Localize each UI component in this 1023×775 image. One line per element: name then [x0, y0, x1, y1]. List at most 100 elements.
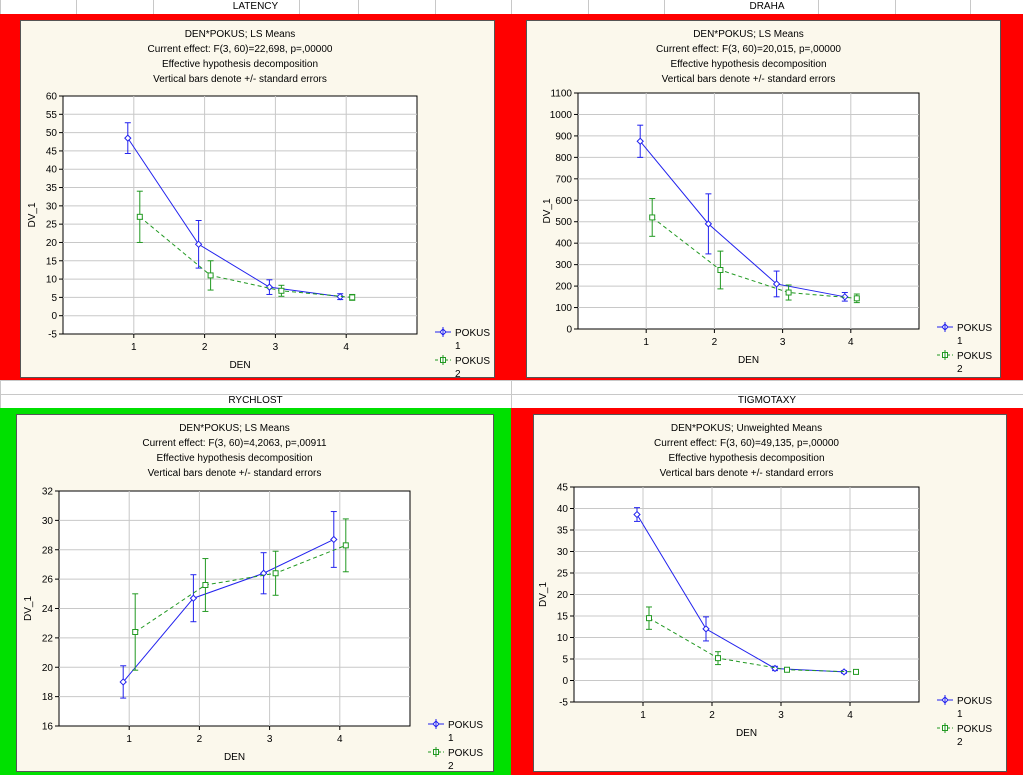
chart-title-line: Vertical bars denote +/- standard errors — [660, 468, 834, 479]
chart-svg: DEN*POKUS; Unweighted Means Current effec… — [538, 423, 992, 748]
data-point[interactable] — [207, 272, 214, 279]
x-axis-label: DEN — [738, 355, 759, 366]
data-point[interactable] — [853, 295, 860, 302]
data-point[interactable] — [646, 615, 652, 622]
data-point[interactable] — [259, 569, 268, 577]
data-point[interactable] — [636, 137, 644, 145]
data-point[interactable] — [265, 283, 274, 291]
chart-tigmotaxy[interactable]: DEN*POKUS; Unweighted Means Current effec… — [533, 414, 1007, 772]
x-tick-label: 3 — [778, 710, 784, 721]
chart-title-line: Vertical bars denote +/- standard errors — [662, 74, 836, 85]
y-tick-label: 1100 — [550, 89, 572, 100]
plot-area — [62, 95, 418, 335]
y-tick-label: 1000 — [550, 110, 573, 121]
y-tick-label: 40 — [46, 165, 58, 176]
y-axis-label: DV_1 — [27, 202, 38, 227]
data-point[interactable] — [342, 542, 349, 549]
chart-title-line: DEN*POKUS; LS Means — [179, 423, 290, 434]
y-tick-label: 700 — [555, 174, 572, 185]
y-tick-label: 45 — [46, 146, 58, 157]
x-tick-label: 4 — [337, 734, 343, 745]
y-tick-label: 300 — [555, 260, 572, 271]
data-point[interactable] — [124, 134, 132, 142]
data-point[interactable] — [784, 666, 790, 673]
chart-title-line: Vertical bars denote +/- standard errors — [148, 468, 322, 479]
y-tick-label: 0 — [51, 311, 57, 322]
legend-label-index: 1 — [957, 336, 963, 347]
data-point[interactable] — [202, 582, 209, 588]
chart-draha[interactable]: DEN*POKUS; LS Means Current effect: F(3, … — [526, 20, 1001, 378]
chart-title-line: Effective hypothesis decomposition — [668, 453, 824, 464]
data-point[interactable] — [633, 510, 641, 519]
chart-latency[interactable]: DEN*POKUS; LS Means Current effect: F(3, … — [20, 20, 495, 378]
chart-title-line: Current effect: F(3, 60)=4,2063, p=,0091… — [142, 438, 327, 449]
legend-label: POKUS — [448, 720, 483, 731]
legend-label: POKUS — [957, 323, 992, 334]
chart-svg: DEN*POKUS; LS Means Current effect: F(3, … — [23, 423, 483, 771]
y-axis-label: DV_1 — [538, 582, 549, 607]
series-line-2 — [134, 544, 346, 633]
chart-title-line: DEN*POKUS; LS Means — [185, 29, 296, 40]
header-latency[interactable]: LATENCY — [232, 1, 279, 12]
chart-title-line: DEN*POKUS; LS Means — [693, 29, 804, 40]
data-point[interactable] — [336, 292, 344, 301]
y-tick-label: 18 — [42, 692, 54, 703]
y-tick-label: 100 — [555, 303, 572, 314]
header-draha[interactable]: DRAHA — [749, 1, 785, 12]
y-tick-label: 500 — [555, 217, 572, 228]
y-tick-label: 26 — [42, 575, 54, 586]
legend-label: POKUS — [455, 356, 490, 367]
data-point[interactable] — [272, 570, 279, 577]
data-point[interactable] — [189, 594, 198, 602]
y-axis-label: DV_1 — [23, 596, 34, 621]
legend-label-index: 2 — [957, 737, 963, 748]
y-tick-label: 28 — [42, 545, 54, 556]
y-tick-label: 35 — [46, 183, 58, 194]
y-tick-label: 10 — [46, 275, 58, 286]
chart-title-line: Current effect: F(3, 60)=49,135, p=,0000… — [654, 438, 839, 449]
data-point[interactable] — [132, 629, 139, 635]
header-tigmotaxy[interactable]: TIGMOTAXY — [737, 395, 797, 406]
chart-svg: DEN*POKUS; LS Means Current effect: F(3, … — [27, 29, 490, 377]
y-tick-label: 22 — [42, 633, 54, 644]
y-tick-label: 50 — [46, 128, 58, 139]
data-point[interactable] — [853, 668, 859, 675]
y-tick-label: 800 — [555, 153, 572, 164]
data-point[interactable] — [278, 287, 285, 294]
x-tick-label: 2 — [197, 734, 203, 745]
data-point[interactable] — [136, 213, 143, 220]
y-tick-label: 0 — [566, 325, 572, 336]
data-point[interactable] — [702, 625, 710, 633]
legend-label: POKUS — [957, 351, 992, 362]
x-tick-label: 4 — [343, 342, 349, 353]
legend-label: POKUS — [448, 748, 483, 759]
series-line-2 — [651, 217, 857, 299]
legend-label: POKUS — [957, 724, 992, 735]
x-tick-label: 3 — [273, 342, 279, 353]
x-tick-label: 1 — [126, 734, 132, 745]
data-point[interactable] — [649, 214, 656, 221]
chart-rychlost[interactable]: DEN*POKUS; LS Means Current effect: F(3, … — [16, 414, 494, 772]
header-rychlost[interactable]: RYCHLOST — [228, 395, 283, 406]
y-tick-label: 10 — [557, 633, 569, 644]
data-point[interactable] — [772, 280, 781, 288]
data-point[interactable] — [119, 678, 127, 686]
series-line-2 — [648, 617, 857, 673]
y-tick-label: 15 — [557, 612, 569, 623]
x-tick-label: 2 — [202, 342, 208, 353]
data-point[interactable] — [330, 535, 338, 544]
legend-label-index: 1 — [455, 341, 461, 352]
data-point[interactable] — [715, 655, 721, 662]
data-point[interactable] — [704, 220, 713, 228]
y-tick-label: 60 — [46, 92, 58, 103]
data-point[interactable] — [349, 294, 356, 301]
x-axis-label: DEN — [224, 752, 245, 763]
data-point[interactable] — [717, 267, 724, 273]
y-tick-label: 35 — [557, 526, 569, 537]
y-tick-label: 20 — [46, 238, 58, 249]
data-point[interactable] — [194, 240, 203, 248]
legend-label-index: 2 — [448, 761, 454, 771]
data-point[interactable] — [841, 293, 849, 301]
data-point[interactable] — [785, 289, 792, 296]
y-tick-label: -5 — [48, 330, 57, 341]
